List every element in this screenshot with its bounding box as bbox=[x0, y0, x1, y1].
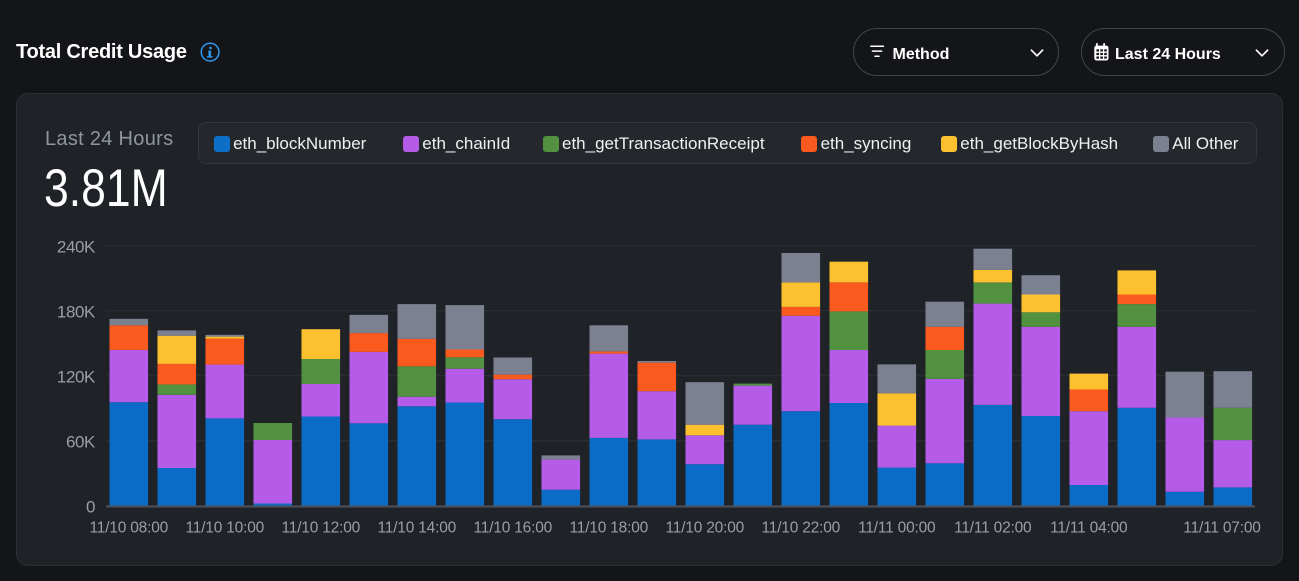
svg-text:180K: 180K bbox=[57, 303, 96, 322]
svg-text:11/11 00:00: 11/11 00:00 bbox=[858, 520, 936, 537]
svg-text:11/11 02:00: 11/11 02:00 bbox=[954, 520, 1032, 537]
svg-text:11/10 08:00: 11/10 08:00 bbox=[90, 520, 169, 537]
svg-text:11/11 07:00: 11/11 07:00 bbox=[1183, 520, 1261, 537]
svg-text:11/10 20:00: 11/10 20:00 bbox=[666, 520, 745, 537]
svg-text:0: 0 bbox=[86, 498, 95, 517]
svg-text:120K: 120K bbox=[57, 368, 96, 387]
svg-text:11/10 10:00: 11/10 10:00 bbox=[186, 520, 265, 537]
svg-text:240K: 240K bbox=[57, 238, 96, 257]
svg-text:60K: 60K bbox=[66, 433, 96, 452]
svg-text:11/10 12:00: 11/10 12:00 bbox=[282, 520, 361, 537]
svg-text:11/10 16:00: 11/10 16:00 bbox=[474, 520, 553, 537]
svg-text:11/10 22:00: 11/10 22:00 bbox=[762, 520, 841, 537]
svg-text:11/10 18:00: 11/10 18:00 bbox=[570, 520, 649, 537]
svg-text:11/10 14:00: 11/10 14:00 bbox=[378, 520, 457, 537]
svg-text:11/11 04:00: 11/11 04:00 bbox=[1050, 520, 1128, 537]
